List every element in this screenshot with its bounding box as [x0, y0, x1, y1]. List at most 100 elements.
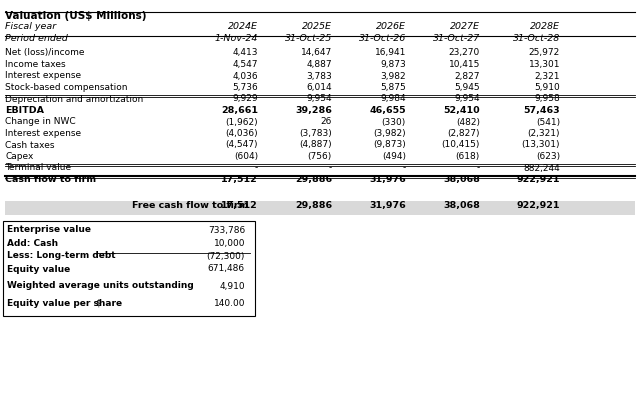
Text: Cash taxes: Cash taxes [5, 140, 54, 150]
Text: 16,941: 16,941 [374, 49, 406, 57]
Text: 52,410: 52,410 [444, 106, 480, 115]
Text: 9,929: 9,929 [232, 95, 258, 103]
Text: 28,661: 28,661 [221, 106, 258, 115]
Text: -: - [255, 163, 258, 173]
Text: 4,887: 4,887 [307, 60, 332, 69]
Text: 5,736: 5,736 [232, 83, 258, 92]
Text: (604): (604) [234, 152, 258, 161]
Text: 733,786: 733,786 [208, 225, 245, 235]
Text: Terminal value: Terminal value [5, 163, 71, 173]
Text: Weighted average units outstanding: Weighted average units outstanding [7, 282, 194, 290]
Text: Interest expense: Interest expense [5, 72, 81, 80]
Text: Depreciation and amortization: Depreciation and amortization [5, 95, 143, 103]
Text: (482): (482) [456, 117, 480, 127]
Text: 39,286: 39,286 [295, 106, 332, 115]
Text: 31-Oct-26: 31-Oct-26 [359, 34, 406, 43]
Text: Stock-based compensation: Stock-based compensation [5, 83, 127, 92]
Text: Net (loss)/income: Net (loss)/income [5, 49, 84, 57]
Text: EBITDA: EBITDA [5, 106, 44, 115]
Text: 2025E: 2025E [302, 23, 332, 31]
Text: 31,976: 31,976 [369, 175, 406, 184]
FancyBboxPatch shape [5, 201, 635, 215]
Text: 1-Nov-24: 1-Nov-24 [214, 34, 258, 43]
Text: 5,910: 5,910 [534, 83, 560, 92]
Text: 2027E: 2027E [450, 23, 480, 31]
Text: 25,972: 25,972 [529, 49, 560, 57]
Text: (330): (330) [381, 117, 406, 127]
Text: Interest expense: Interest expense [5, 129, 81, 138]
Text: 922,921: 922,921 [516, 175, 560, 184]
Text: Equity value: Equity value [7, 264, 70, 274]
Text: (3,783): (3,783) [300, 129, 332, 138]
Text: 2,321: 2,321 [534, 72, 560, 80]
Text: 46,655: 46,655 [369, 106, 406, 115]
Text: 9,873: 9,873 [380, 60, 406, 69]
Text: (756): (756) [308, 152, 332, 161]
Text: (2,827): (2,827) [447, 129, 480, 138]
Text: (494): (494) [382, 152, 406, 161]
Text: 38,068: 38,068 [443, 201, 480, 210]
Text: (2,321): (2,321) [527, 129, 560, 138]
Text: Add: Cash: Add: Cash [7, 238, 58, 248]
Text: 17,512: 17,512 [221, 201, 258, 210]
Text: 57,463: 57,463 [524, 106, 560, 115]
Text: 2024E: 2024E [228, 23, 258, 31]
Text: (623): (623) [536, 152, 560, 161]
Text: 6,014: 6,014 [307, 83, 332, 92]
Text: Income taxes: Income taxes [5, 60, 66, 69]
Text: 2026E: 2026E [376, 23, 406, 31]
Text: (13,301): (13,301) [522, 140, 560, 150]
Text: 4,413: 4,413 [232, 49, 258, 57]
Text: -: - [329, 163, 332, 173]
Text: (3,982): (3,982) [373, 129, 406, 138]
Text: Less: Long-term debt: Less: Long-term debt [7, 251, 116, 261]
Text: 26: 26 [321, 117, 332, 127]
Text: 14,647: 14,647 [301, 49, 332, 57]
Text: Capex: Capex [5, 152, 33, 161]
Text: 31,976: 31,976 [369, 201, 406, 210]
Text: 4,910: 4,910 [220, 282, 245, 290]
Text: 29,886: 29,886 [295, 201, 332, 210]
Text: 140.00: 140.00 [214, 298, 245, 308]
Text: (618): (618) [456, 152, 480, 161]
Text: (10,415): (10,415) [442, 140, 480, 150]
Text: Fiscal year: Fiscal year [5, 23, 56, 31]
Text: 29,886: 29,886 [295, 175, 332, 184]
Text: 3,982: 3,982 [380, 72, 406, 80]
Text: 38,068: 38,068 [443, 175, 480, 184]
Text: 4,547: 4,547 [232, 60, 258, 69]
Text: 10,000: 10,000 [214, 238, 245, 248]
Text: 9,984: 9,984 [380, 95, 406, 103]
Text: 922,921: 922,921 [516, 201, 560, 210]
Text: 2028E: 2028E [530, 23, 560, 31]
Text: 23,270: 23,270 [449, 49, 480, 57]
Text: $: $ [95, 298, 100, 308]
Text: (541): (541) [536, 117, 560, 127]
Text: Period ended: Period ended [5, 34, 68, 43]
Text: Cash flow to firm: Cash flow to firm [5, 175, 96, 184]
Text: 31-Oct-28: 31-Oct-28 [513, 34, 560, 43]
Text: 9,958: 9,958 [534, 95, 560, 103]
Text: (4,036): (4,036) [225, 129, 258, 138]
FancyBboxPatch shape [3, 222, 255, 316]
Text: 9,954: 9,954 [454, 95, 480, 103]
Text: 10,415: 10,415 [449, 60, 480, 69]
Text: (1,962): (1,962) [225, 117, 258, 127]
Text: -: - [477, 163, 480, 173]
Text: 2,827: 2,827 [454, 72, 480, 80]
Text: 31-Oct-25: 31-Oct-25 [285, 34, 332, 43]
Text: Change in NWC: Change in NWC [5, 117, 76, 127]
Text: (4,887): (4,887) [300, 140, 332, 150]
Text: Valuation (US$ Millions): Valuation (US$ Millions) [5, 11, 147, 21]
Text: (72,300): (72,300) [207, 251, 245, 261]
Text: 671,486: 671,486 [208, 264, 245, 274]
Text: 5,875: 5,875 [380, 83, 406, 92]
Text: 5,945: 5,945 [454, 83, 480, 92]
Text: (4,547): (4,547) [225, 140, 258, 150]
Text: 13,301: 13,301 [529, 60, 560, 69]
Text: 4,036: 4,036 [232, 72, 258, 80]
Text: 3,783: 3,783 [307, 72, 332, 80]
Text: 17,512: 17,512 [221, 175, 258, 184]
Text: (9,873): (9,873) [373, 140, 406, 150]
Text: Free cash flow to firm: Free cash flow to firm [132, 201, 248, 210]
